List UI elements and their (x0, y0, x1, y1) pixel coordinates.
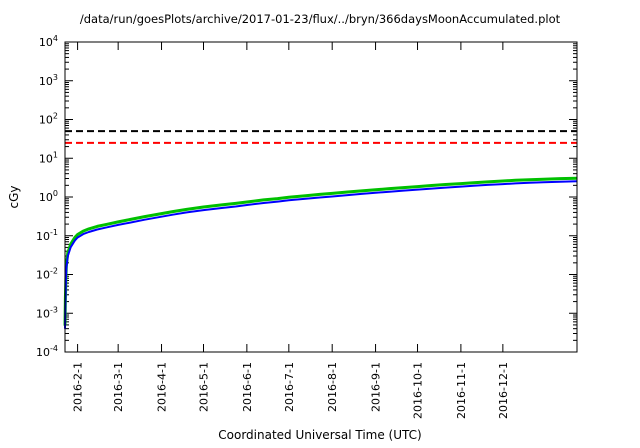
x-tick-label: 2016-3-1 (112, 362, 125, 412)
x-tick-label: 2016-10-1 (412, 362, 425, 419)
axis-ticks (65, 41, 577, 353)
y-axis-label: cGy (7, 185, 21, 209)
svg-text:101: 101 (39, 150, 58, 165)
svg-text:102: 102 (39, 112, 58, 127)
svg-text:10-3: 10-3 (36, 305, 58, 320)
x-axis-label: Coordinated Universal Time (UTC) (218, 428, 422, 442)
x-tick-label: 2016-4-1 (156, 362, 169, 412)
x-tick-label: 2016-8-1 (326, 362, 339, 412)
accumulated-dose-blue (64, 180, 578, 329)
plot-title: /data/run/goesPlots/archive/2017-01-23/f… (79, 12, 561, 26)
svg-text:100: 100 (39, 189, 58, 204)
svg-text:10-4: 10-4 (36, 344, 58, 359)
x-tick-label: 2016-6-1 (241, 362, 254, 412)
x-tick-label: 2016-2-1 (72, 362, 85, 412)
svg-text:10-2: 10-2 (36, 267, 58, 282)
accumulated-dose-green (63, 176, 578, 326)
tick-labels: 10-4 10-3 10-2 10-1 100 101 102 103 104 2016-2-1 2… (36, 34, 510, 419)
svg-text:104: 104 (39, 34, 58, 49)
plot-border (64, 41, 578, 353)
x-tick-label: 2016-5-1 (197, 362, 210, 412)
svg-text:103: 103 (39, 73, 58, 88)
x-tick-label: 2016-7-1 (283, 362, 296, 412)
x-tick-label: 2016-12-1 (497, 362, 510, 419)
x-tick-label: 2016-11-1 (455, 362, 468, 419)
x-tick-label: 2016-9-1 (370, 362, 383, 412)
svg-text:10-1: 10-1 (36, 228, 58, 243)
